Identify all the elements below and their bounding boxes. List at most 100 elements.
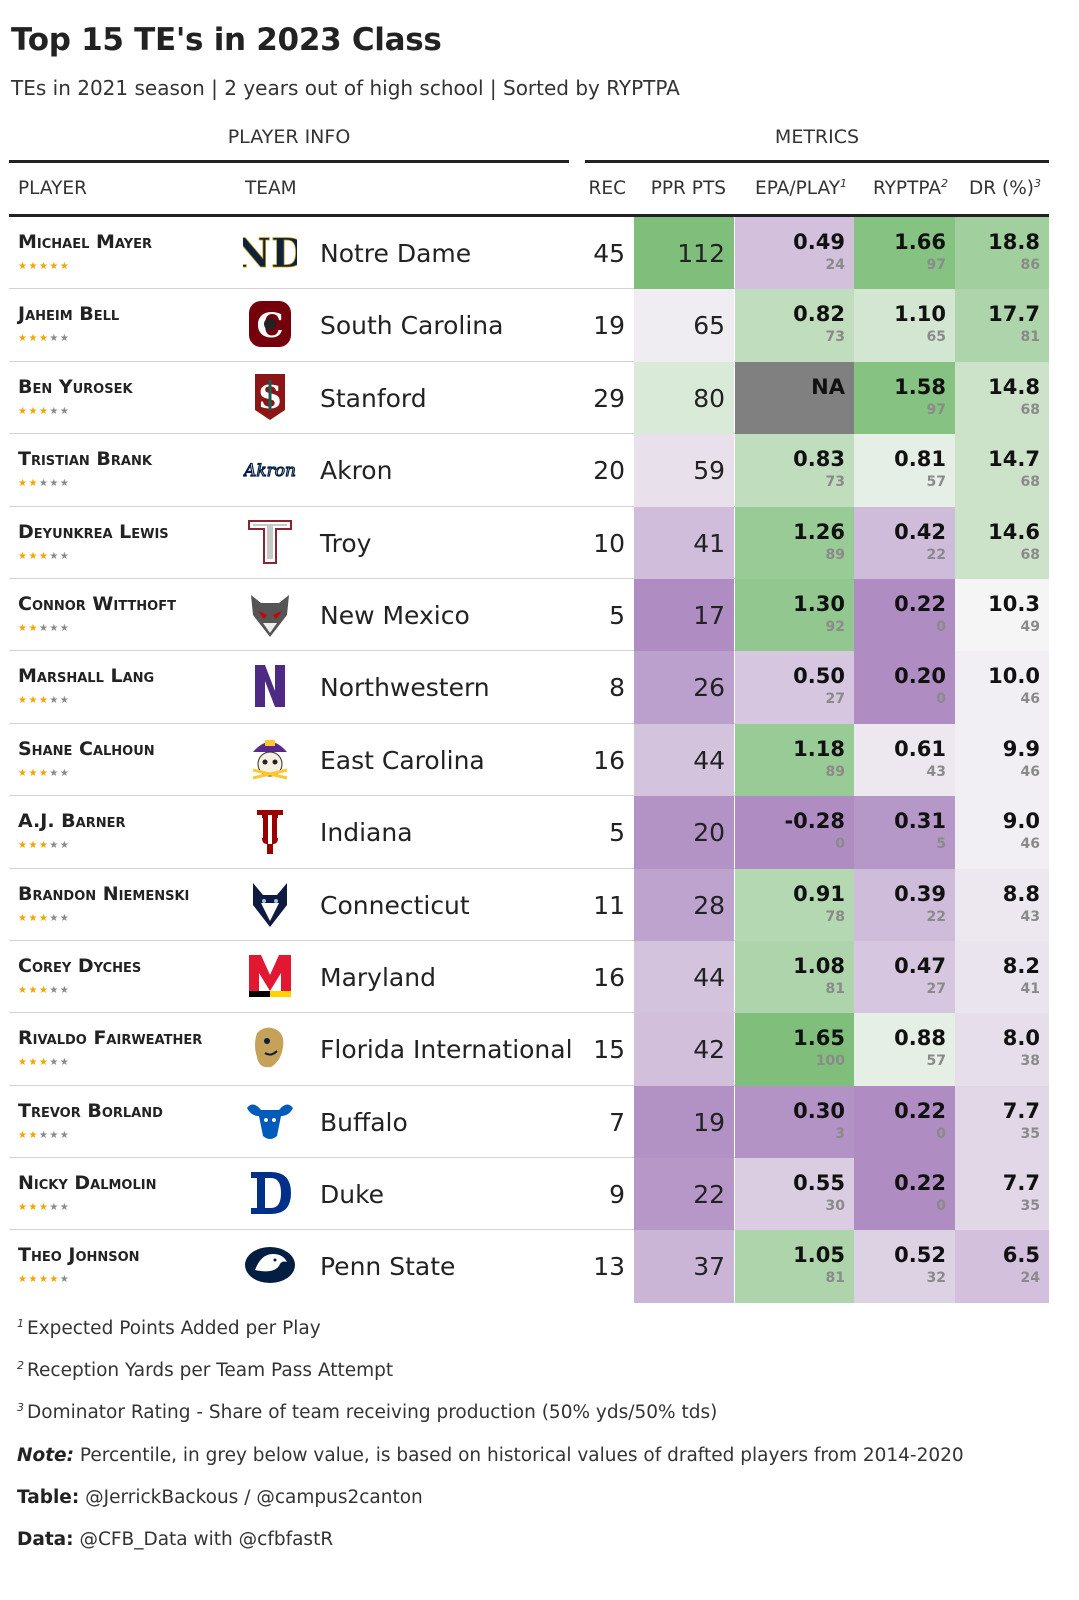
epa-cell: NA [735,361,854,435]
ryptpa-value: 0.61 [894,736,946,761]
star-icon: ★ [28,912,39,924]
star-icon: ★ [38,333,50,345]
table-row: Jaheim Bell★★★★★CSouth Carolina19650.827… [9,289,1049,362]
star-icon: ★ [18,695,29,707]
ryptpa-percentile: 43 [926,763,946,780]
star-icon: ★ [18,405,29,417]
ryptpa-cell: 0.20 0 [854,651,955,724]
ppr-value: 17 [693,600,725,630]
ryptpa-percentile: 97 [926,257,946,273]
star-icon: ★ [38,695,50,707]
dr-percentile: 68 [1020,474,1040,491]
troy-logo [243,517,297,567]
player-name: Brandon Niemenski [18,882,190,905]
ppr-cell: 42 [634,1013,734,1086]
star-icon: ★ [49,984,60,996]
star-icon: ★ [38,984,50,996]
star-icon: ★ [38,767,50,779]
star-icon: ★ [59,1202,71,1214]
dr-cell: 6.5 24 [955,1230,1049,1303]
ppr-value: 28 [693,890,725,920]
maryland-logo [243,951,297,1001]
star-rating: ★★★★★ [18,695,70,706]
epa-cell: 0.30 3 [735,1085,854,1159]
dr-value: 9.9 [1002,736,1040,761]
dr-value: 14.8 [988,374,1040,399]
ppr-cell: 20 [634,796,734,869]
star-icon: ★ [49,550,60,562]
star-icon: ★ [49,261,60,272]
dr-percentile: 35 [1020,1125,1040,1142]
epa-value: 1.08 [793,953,845,978]
ryptpa-value: 0.22 [894,1171,946,1196]
ryptpa-cell: 0.22 0 [854,578,955,652]
ryptpa-cell: 0.42 22 [854,506,955,579]
indiana-logo [243,806,297,856]
star-icon: ★ [18,622,29,634]
star-icon: ★ [38,1202,50,1214]
connecticut-logo [243,879,297,929]
dr-percentile: 46 [1020,836,1040,853]
footnote-1: 1 Expected Points Added per Play [17,1316,321,1339]
dr-cell: 17.7 81 [955,289,1049,362]
star-icon: ★ [38,840,50,852]
star-icon: ★ [49,1202,60,1214]
star-rating: ★★★★★ [18,1130,70,1141]
header-rule [9,214,1049,217]
spanner-player-info: PLAYER INFO [227,126,351,148]
star-icon: ★ [59,478,71,490]
spanner-line-player-info [9,160,569,163]
team-name: New Mexico [320,600,470,630]
epa-value: 1.05 [793,1243,845,1268]
ppr-cell: 17 [634,578,734,652]
star-icon: ★ [18,1202,29,1214]
star-icon: ★ [59,1274,71,1286]
star-icon: ★ [59,767,71,779]
dr-percentile: 43 [1020,908,1040,925]
dr-cell: 9.0 46 [955,796,1049,869]
ppr-cell: 22 [634,1158,734,1231]
star-icon: ★ [28,840,39,852]
epa-cell: 0.83 73 [735,434,854,507]
ryptpa-cell: 0.88 57 [854,1013,955,1086]
dr-value: 17.7 [988,302,1040,327]
dr-cell: 10.0 46 [955,651,1049,724]
rec-value: 19 [593,311,625,341]
player-name: Michael Mayer [18,231,153,253]
star-icon: ★ [49,622,60,634]
star-rating: ★★★★★ [18,406,70,417]
team-name: Stanford [320,383,427,413]
ppr-value: 65 [693,311,725,341]
star-icon: ★ [59,622,71,634]
table-row: Tristian Brank ★★★★★ Akron Akron 20 59 0.83 73 0… [9,434,1049,507]
dr-cell: 9.9 46 [955,723,1049,797]
ryptpa-value: 1.58 [894,374,946,399]
ppr-cell: 65 [634,289,734,362]
ryptpa-cell: 1.66 97 [854,217,955,290]
team-name: Florida International [320,1035,573,1065]
dr-percentile: 49 [1020,618,1040,635]
epa-value: NA [811,374,845,399]
epa-value: 0.49 [793,230,845,254]
rec-value: 5 [609,818,625,848]
rec-value: 7 [609,1107,625,1137]
dr-value: 18.8 [988,230,1040,254]
star-icon: ★ [38,1057,50,1069]
epa-cell: 1.18 89 [735,723,854,797]
col-header-team: TEAM [245,178,297,199]
dr-percentile: 46 [1020,691,1040,708]
ryptpa-percentile: 0 [936,1198,946,1215]
team-name: Troy [320,528,372,558]
star-icon: ★ [28,622,39,634]
epa-percentile: 81 [825,1270,845,1287]
team-name: Akron [320,456,393,486]
star-rating: ★★★★★ [18,333,70,344]
ppr-value: 59 [693,456,725,486]
player-name: Deyunkrea Lewis [18,520,169,543]
star-icon: ★ [49,767,60,779]
ryptpa-cell: 0.22 0 [854,1158,955,1231]
star-icon: ★ [59,695,71,707]
dr-cell: 8.0 38 [955,1013,1049,1086]
star-icon: ★ [38,405,50,417]
star-icon: ★ [59,333,71,345]
